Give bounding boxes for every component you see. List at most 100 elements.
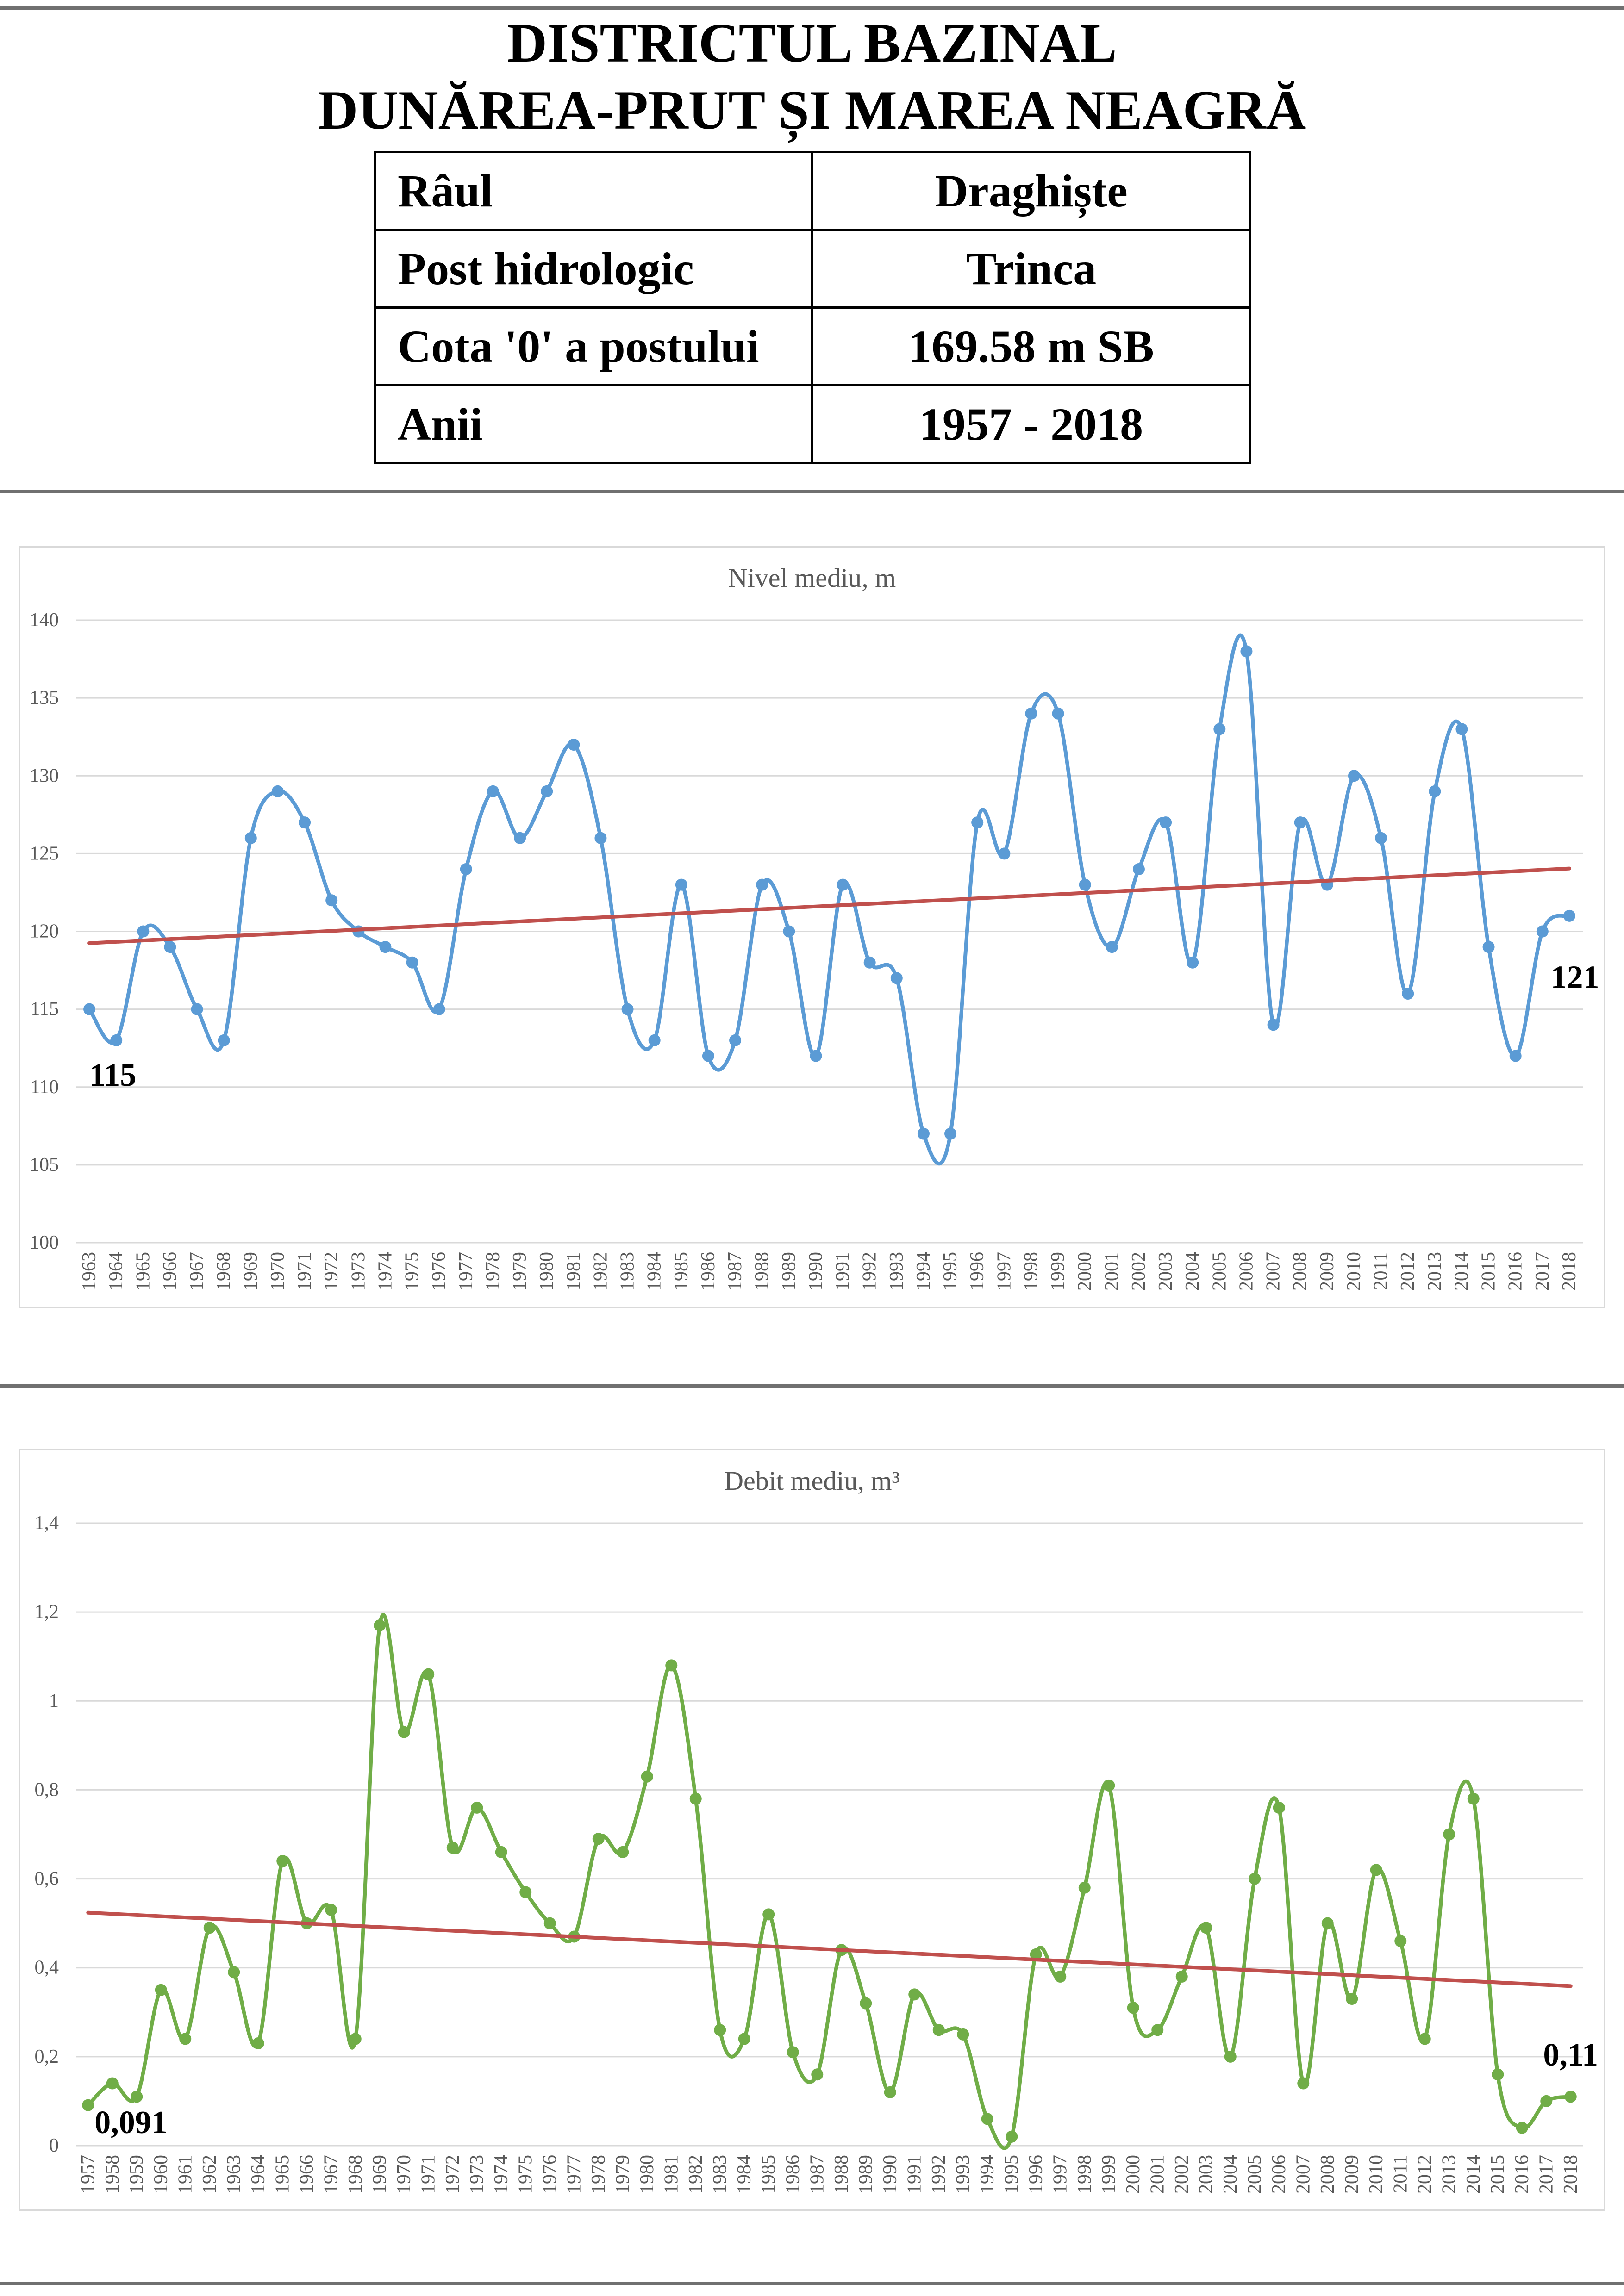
x-tick-label: 1999 [1048,1252,1069,1291]
x-tick-label: 1977 [563,2155,585,2194]
data-label: 121 [1550,959,1599,995]
data-point [932,2024,945,2036]
data-point [998,847,1011,860]
x-tick-label: 2008 [1317,2155,1338,2194]
data-point [1240,645,1253,658]
y-tick-label: 0 [49,2135,59,2156]
data-point [594,832,607,844]
x-tick-label: 1990 [880,2155,901,2194]
x-tick-label: 1975 [515,2155,536,2194]
water-level-chart: Nivel mediu, m 100 105 110 115 120 125 130 135 1… [19,546,1605,1308]
x-tick-label: 2014 [1463,2155,1484,2194]
river-value: Draghiște [811,151,1251,231]
data-point [1030,1948,1042,1960]
x-tick-label: 2006 [1268,2155,1290,2194]
x-tick-label: 2000 [1074,1252,1096,1291]
data-point [349,2033,362,2045]
data-point [460,863,472,875]
x-tick-label: 2002 [1171,2155,1193,2194]
x-tick-label: 1994 [977,2155,998,2194]
data-point [1402,988,1414,1000]
x-tick-label: 1996 [967,1252,988,1291]
x-tick-label: 1984 [644,1252,665,1291]
x-tick-label: 2007 [1263,1252,1284,1291]
x-tick-label: 2006 [1236,1252,1257,1291]
x-tick-label: 1972 [321,1252,342,1291]
data-point [1443,1828,1455,1841]
x-tick-label: 1985 [758,2155,779,2194]
data-point [1563,909,1575,922]
series-line [86,1613,1573,2150]
x-tick-label: 1988 [751,1252,773,1291]
x-tick-label: 1992 [859,1252,881,1291]
x-tick-label: 1957 [77,2155,99,2194]
y-tick-label: 0,8 [35,1779,59,1800]
river-label: Râul [374,151,813,231]
x-tick-label: 1990 [805,1252,826,1291]
data-point [1536,925,1549,938]
data-point [374,1619,386,1631]
data-point [1321,1917,1334,1929]
x-tick-label: 1971 [418,2155,439,2194]
x-tick-label: 1970 [267,1252,288,1291]
x-tick-label: 2003 [1195,2155,1217,2194]
data-point [738,2033,750,2045]
x-tick-label: 2009 [1317,1252,1338,1291]
data-point [1492,2068,1504,2081]
x-tick-label: 1965 [132,1252,154,1291]
y-tick-label: 115 [31,999,59,1020]
data-point [1273,1801,1285,1814]
x-tick-label: 1993 [886,1252,907,1291]
x-tick-label: 1971 [294,1252,315,1291]
x-tick-label: 1987 [725,1252,746,1291]
x-tick-label: 1965 [272,2155,293,2194]
data-point [379,941,392,953]
data-point [1052,707,1064,720]
table-row: Râul Draghiște [374,151,1251,231]
trend-line [86,1910,1573,1988]
bottom-rule [0,2282,1624,2285]
data-point [471,1801,483,1814]
x-tick-label: 1976 [429,1252,450,1291]
x-tick-label: 1998 [1074,2155,1095,2194]
x-tick-label: 1983 [709,2155,731,2194]
y-tick-label: 140 [30,610,59,631]
x-tick-label: 2001 [1101,1252,1123,1291]
data-point [541,785,553,797]
data-point [1127,2002,1139,2014]
x-tick-label: 1997 [993,1252,1015,1291]
x-tick-label: 1980 [536,1252,557,1291]
data-point [944,1127,957,1140]
data-point [675,878,687,891]
data-point [1482,941,1495,953]
x-tick-label: 2004 [1220,2155,1241,2194]
data-point [860,1997,872,2010]
x-tick-label: 2012 [1397,1252,1418,1291]
x-tick-label: 1968 [213,1252,235,1291]
x-tick-label: 2011 [1390,2155,1411,2193]
data-point [1467,1792,1480,1805]
station-label: Post hidrologic [374,229,813,309]
x-tick-label: 1982 [685,2155,706,2194]
data-point [271,785,284,797]
x-tick-label: 1961 [175,2155,196,2194]
data-point [1025,707,1037,720]
x-tick-label: 1969 [240,1252,262,1291]
data-label: 0,11 [1543,2037,1598,2073]
data-point [1418,2033,1431,2045]
data-point [1429,785,1441,797]
x-tick-label: 1972 [442,2155,463,2194]
data-point [1224,2050,1237,2063]
x-tick-label: 2013 [1438,2155,1460,2194]
data-point [1078,1881,1091,1894]
chart-plot-area: 0 0,2 0,4 0,6 0,8 1 1,2 1,4 1957 1958 1959 1960 1961… [35,1512,1599,2194]
gauge-datum-value: 169.58 m SB [811,306,1251,386]
gridlines [76,619,1583,1244]
x-tick-label: 1981 [563,1252,584,1291]
x-tick-label: 1973 [348,1252,369,1291]
x-tick-label: 2013 [1424,1252,1445,1291]
x-tick-label: 1973 [466,2155,487,2194]
data-point [1175,1970,1188,1983]
data-point [971,816,984,829]
data-point [1249,1873,1261,1885]
